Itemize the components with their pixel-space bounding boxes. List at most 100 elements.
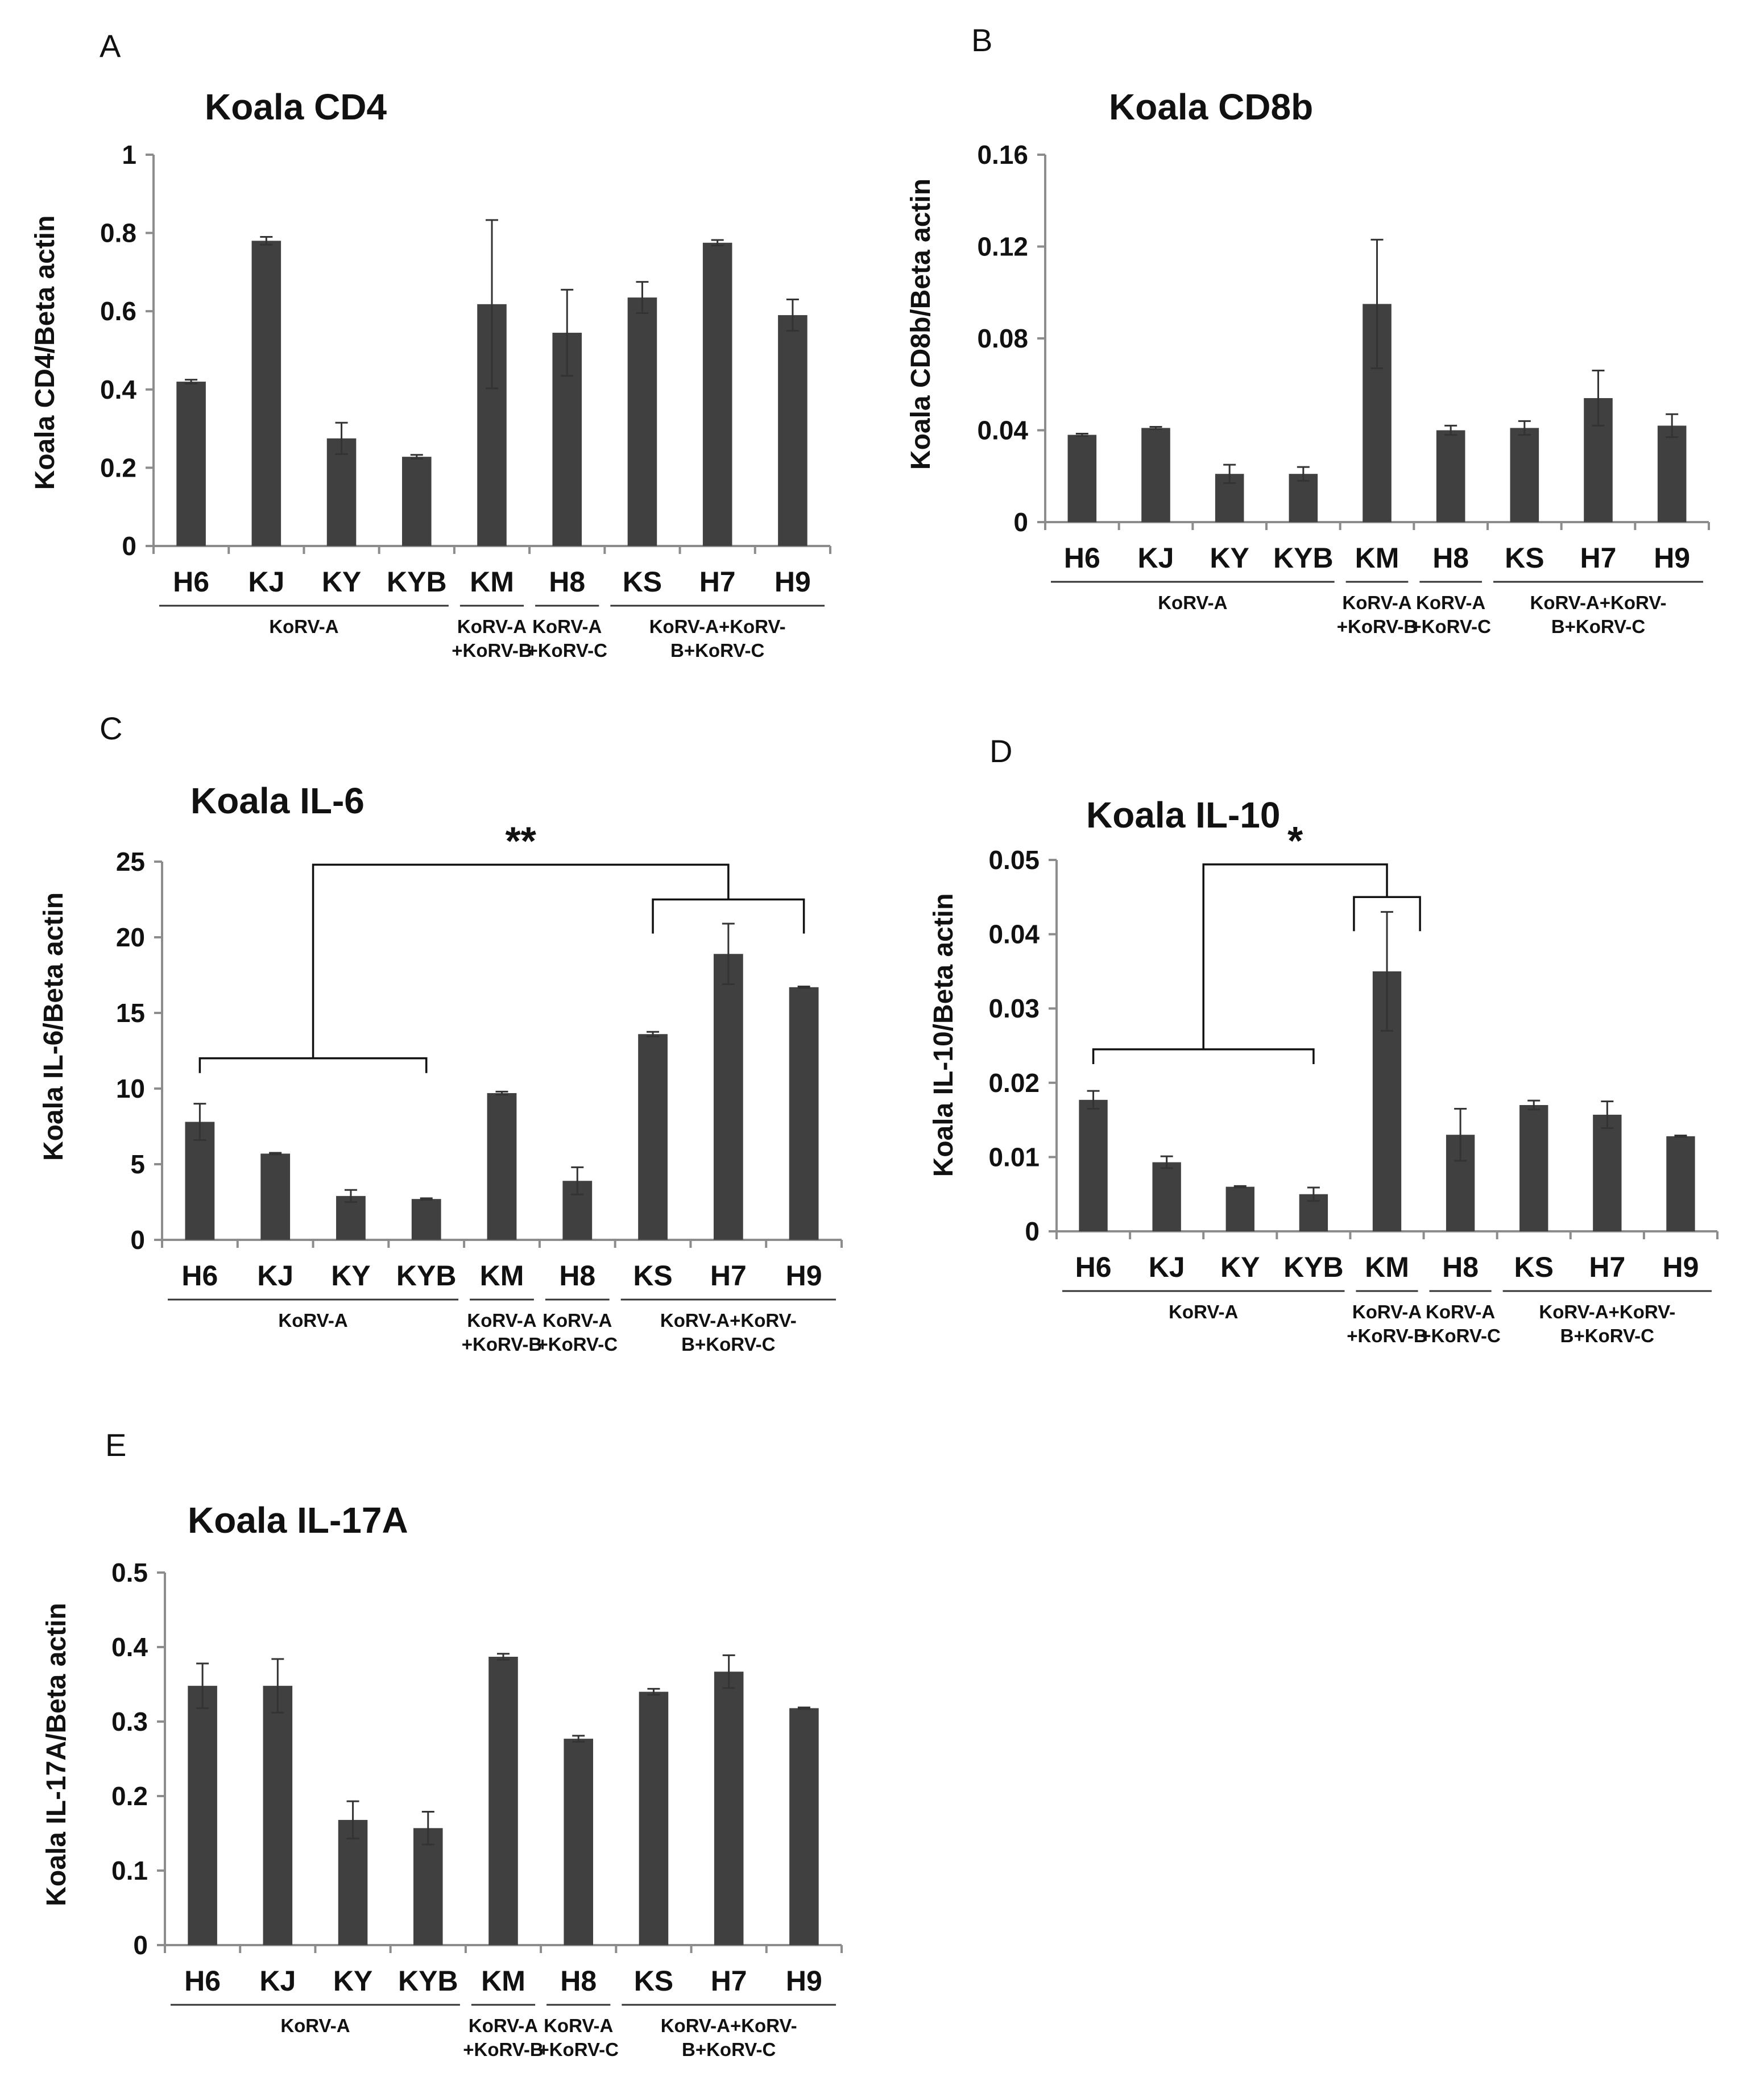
error-bar — [1075, 433, 1088, 437]
x-tick-label: H9 — [775, 566, 811, 598]
bar-ks — [638, 1034, 668, 1240]
y-tick-label: 0.04 — [977, 416, 1028, 445]
x-tick-label: H9 — [786, 1965, 822, 1997]
bar-ky — [326, 438, 357, 546]
bar-h9 — [789, 987, 819, 1240]
error-bar — [636, 281, 649, 315]
x-tick-label: KJ — [1149, 1251, 1185, 1283]
significance-label: ** — [505, 818, 536, 863]
x-tick-label: KJ — [257, 1260, 293, 1292]
bar-h7 — [714, 1672, 744, 1945]
x-tick-label: H7 — [1589, 1251, 1625, 1283]
x-tick-label: KY — [322, 566, 361, 598]
y-tick-label: 10 — [116, 1074, 145, 1103]
y-tick-label: 0.03 — [988, 994, 1040, 1023]
bar-h7 — [713, 954, 743, 1240]
group-label: KoRV-A — [1158, 592, 1227, 613]
error-bar — [193, 1103, 206, 1141]
group-label: B+KoRV-C — [682, 2039, 776, 2060]
error-bar — [185, 379, 198, 384]
error-bar — [647, 1687, 660, 1696]
error-bar — [722, 922, 735, 985]
bar-h9 — [789, 1708, 819, 1945]
x-tick-label: H6 — [181, 1260, 218, 1292]
error-bar — [1527, 1099, 1541, 1111]
y-tick-label: 0.16 — [977, 140, 1028, 169]
x-tick-label: KS — [634, 1965, 673, 1997]
bar-h8 — [564, 1739, 594, 1945]
bar-h7 — [702, 242, 732, 546]
group-label: KoRV-A — [1342, 592, 1411, 613]
group-label: KoRV-A — [278, 1310, 347, 1331]
group-label: KoRV-A+KoRV- — [1539, 1301, 1675, 1322]
x-tick-label: H9 — [1662, 1251, 1699, 1283]
bar-h6 — [185, 1122, 215, 1240]
y-axis-label: Koala IL-6/Beta actin — [39, 892, 69, 1161]
x-tick-label: KS — [1514, 1251, 1553, 1283]
x-tick-label: H8 — [549, 566, 585, 598]
x-tick-label: KJ — [248, 566, 284, 598]
error-bar — [1149, 425, 1162, 430]
x-tick-label: H8 — [1432, 542, 1469, 574]
significance-bracket-top — [312, 863, 730, 1058]
x-tick-label: KM — [1365, 1251, 1409, 1283]
group-label: +KoRV-C — [527, 640, 607, 661]
y-tick-label: 0.05 — [988, 845, 1040, 875]
x-tick-label: H9 — [786, 1260, 822, 1292]
y-tick-label: 0 — [1013, 507, 1028, 537]
error-bar — [1601, 1100, 1614, 1129]
y-tick-label: 0.4 — [111, 1632, 148, 1662]
group-label: KoRV-A — [467, 1310, 536, 1331]
error-bar — [711, 239, 724, 247]
group-label: +KoRV-B — [463, 2039, 544, 2060]
bar-ks — [1519, 1104, 1548, 1231]
x-tick-label: H7 — [710, 1260, 747, 1292]
error-bar — [495, 1090, 508, 1096]
bar-ky — [338, 1819, 368, 1945]
y-tick-label: 0.3 — [111, 1707, 148, 1736]
bar-h8 — [1436, 430, 1465, 522]
x-tick-label: H9 — [1654, 542, 1690, 574]
y-axis-label: Koala IL-17A/Beta actin — [42, 1603, 72, 1906]
chart-title: Koala IL-17A — [188, 1500, 408, 1541]
x-tick-label: H7 — [699, 566, 736, 598]
chart-title: Koala CD4 — [205, 86, 387, 127]
error-bar — [420, 1197, 433, 1201]
error-bar — [1160, 1155, 1173, 1169]
panel-a: A Koala CD4 Koala CD4/Beta actin 0 0.2 0.4 0.6… — [30, 28, 831, 661]
bar-h9 — [778, 315, 808, 546]
error-bar — [196, 1662, 209, 1709]
error-bar — [571, 1166, 584, 1195]
error-bar — [1233, 1185, 1247, 1189]
bar-kyb — [401, 457, 432, 546]
bar-kyb — [1289, 474, 1318, 522]
group-label: +KoRV-C — [1410, 616, 1491, 637]
y-axis-label: Koala IL-10/Beta actin — [929, 893, 959, 1177]
y-tick-label: 20 — [116, 922, 145, 952]
y-tick-label: 0 — [122, 531, 136, 561]
group-label: KoRV-A — [269, 616, 338, 637]
significance-bracket-top — [1202, 863, 1388, 1050]
bar-h6 — [176, 382, 206, 546]
y-tick-label: 0.2 — [111, 1781, 148, 1811]
y-axis-label: Koala CD8b/Beta actin — [906, 179, 936, 470]
group-label: B+KoRV-C — [1560, 1325, 1654, 1346]
error-bar — [1297, 466, 1310, 482]
y-tick-label: 0.08 — [977, 324, 1028, 353]
y-tick-label: 0.2 — [100, 453, 136, 482]
bar-kyb — [413, 1828, 443, 1945]
x-tick-label: H8 — [559, 1260, 595, 1292]
x-tick-label: KYB — [387, 566, 447, 598]
error-bar — [1307, 1186, 1320, 1202]
x-tick-label: KY — [1210, 542, 1249, 574]
group-label: KoRV-A+KoRV- — [661, 2015, 797, 2036]
y-tick-label: 0.5 — [111, 1558, 148, 1587]
x-tick-label: H7 — [711, 1965, 747, 1997]
error-bar — [786, 299, 799, 332]
error-bar — [335, 421, 348, 455]
panel-d: D Koala IL-10 Koala IL-10/Beta actin 0 0.01 0… — [929, 733, 1719, 1346]
y-tick-label: 0 — [133, 1930, 148, 1960]
panel-letter: D — [989, 733, 1012, 769]
group-label: B+KoRV-C — [681, 1334, 775, 1355]
x-tick-label: H6 — [1075, 1251, 1112, 1283]
